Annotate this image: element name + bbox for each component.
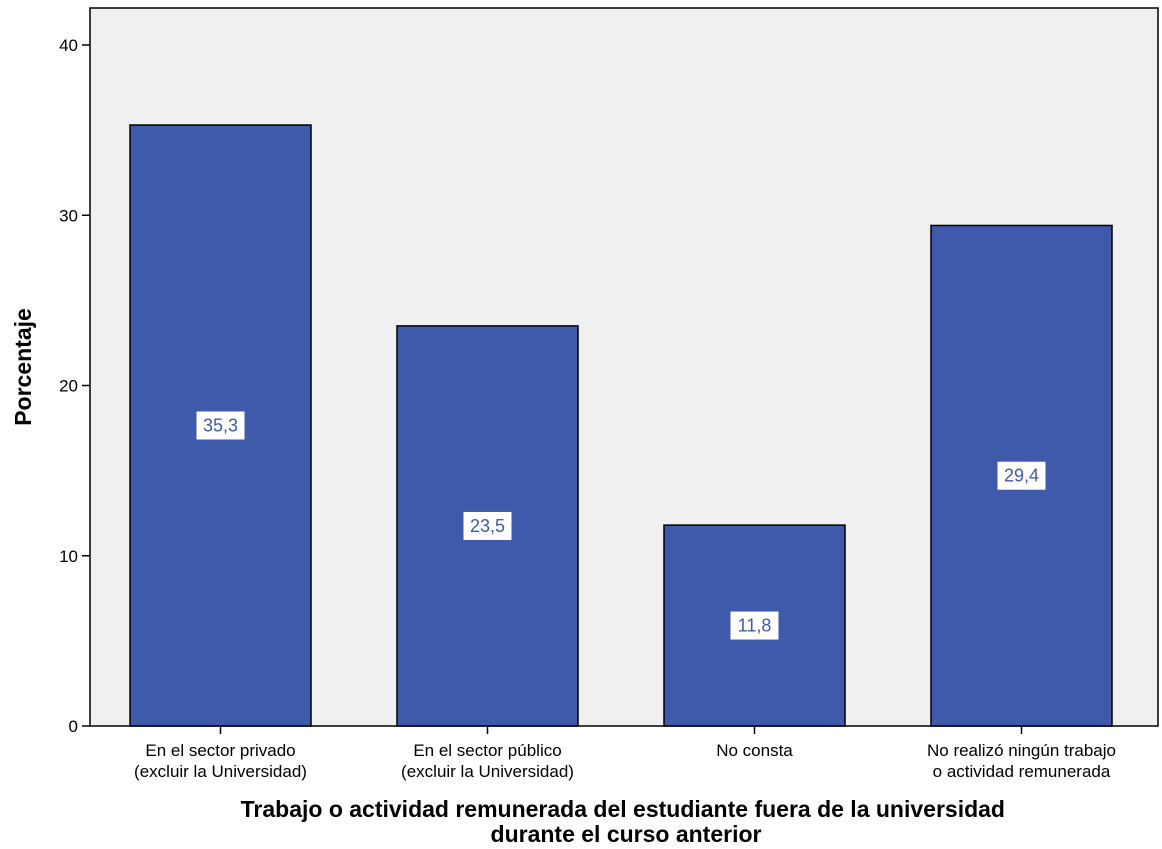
- x-tick-label: En el sector público (excluir la Universi…: [401, 741, 574, 781]
- y-tick-label: 10: [59, 547, 78, 566]
- x-axis-title-line: durante el curso anterior: [491, 821, 762, 847]
- x-tick-label: En el sector privado (excluir la Universi…: [134, 741, 307, 781]
- x-tick-label-line: (excluir la Universidad): [401, 762, 574, 781]
- data-label-box: [196, 411, 245, 440]
- data-label-box: [997, 461, 1046, 490]
- x-axis-title: Trabajo o actividad remunerada del estud…: [241, 796, 1012, 847]
- data-label: 23,5: [470, 516, 505, 536]
- x-tick-label-line: En el sector público: [413, 741, 561, 760]
- x-tick-label: No consta: [716, 741, 793, 760]
- data-label: 29,4: [1004, 466, 1039, 486]
- data-label-box: [730, 611, 779, 640]
- data-label: 11,8: [738, 616, 772, 636]
- x-tick-label-line: En el sector privado: [145, 741, 295, 760]
- bars-group: 35,3 23,5 11,8 29,4: [129, 124, 1113, 727]
- data-label: 35,3: [203, 416, 238, 436]
- y-axis-title: Porcentaje: [10, 308, 36, 426]
- y-axis: 0 10 20 30 40: [59, 36, 90, 736]
- x-tick-label: No realizó ningún trabajo o actividad rem…: [927, 741, 1116, 781]
- x-axis: En el sector privado (excluir la Universi…: [134, 726, 1116, 781]
- x-tick-label-line: No consta: [716, 741, 793, 760]
- y-tick-label: 30: [59, 206, 78, 225]
- x-axis-title-line: Trabajo o actividad remunerada del estud…: [241, 796, 1005, 822]
- y-tick-label: 40: [59, 36, 78, 55]
- x-tick-label-line: No realizó ningún trabajo: [927, 741, 1116, 760]
- x-tick-label-line: (excluir la Universidad): [134, 762, 307, 781]
- y-tick-label: 20: [59, 377, 78, 396]
- data-label-box: [463, 511, 512, 540]
- x-tick-label-line: o actividad remunerada: [933, 762, 1111, 781]
- y-tick-label: 0: [69, 717, 78, 736]
